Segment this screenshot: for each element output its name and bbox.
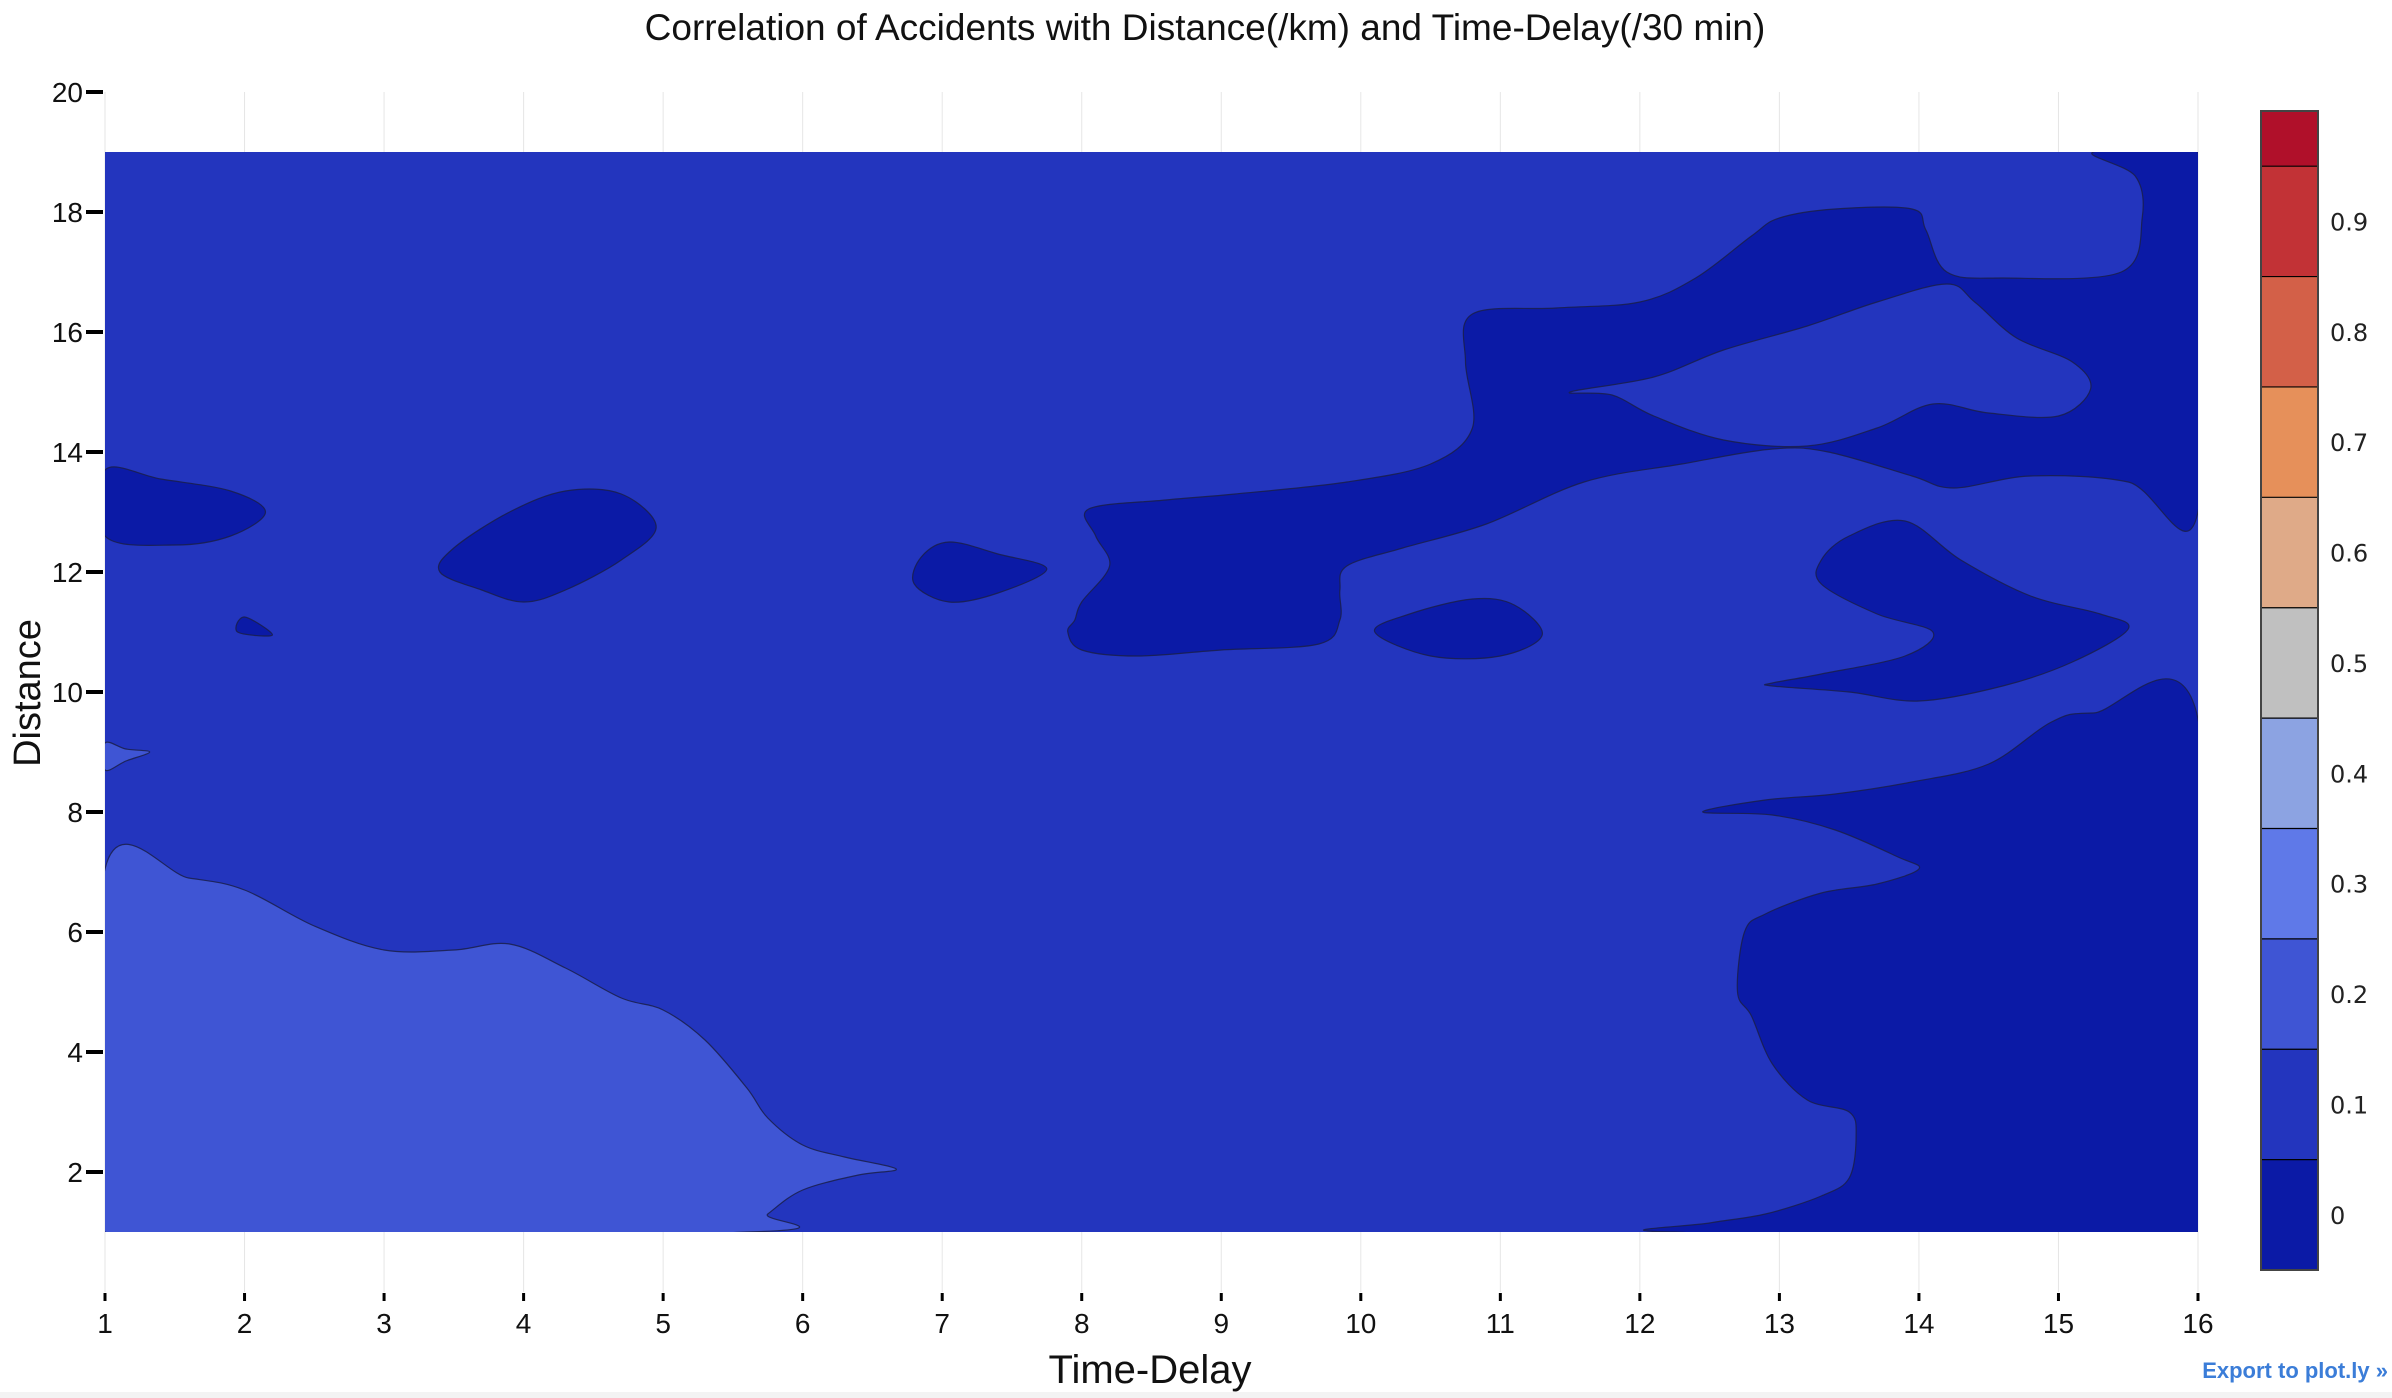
- x-tick-label: 12: [1624, 1308, 1655, 1339]
- colorbar-tick-label: 0.8: [2330, 319, 2368, 347]
- chart-title: Correlation of Accidents with Distance(/…: [645, 7, 1766, 48]
- colorbar-band: [2261, 497, 2318, 608]
- colorbar-band: [2261, 386, 2318, 498]
- colorbar-tick-label: 0.4: [2330, 760, 2368, 788]
- y-tick-label: 8: [67, 797, 83, 828]
- colorbar-band: [2261, 828, 2318, 939]
- x-tick-label: 4: [516, 1308, 532, 1339]
- colorbar-frame: [2260, 110, 2319, 1271]
- x-tick-label: 13: [1764, 1308, 1795, 1339]
- colorbar-band: [2261, 607, 2318, 719]
- colorbar-band: [2261, 111, 2318, 167]
- colorbar-band: [2261, 166, 2318, 277]
- y-tick-label: 18: [52, 197, 83, 228]
- x-tick-label: 8: [1074, 1308, 1090, 1339]
- x-tick-label: 14: [1903, 1308, 1934, 1339]
- x-tick-label: 1: [97, 1308, 113, 1339]
- x-tick-label: 16: [2182, 1308, 2213, 1339]
- contour-dark-dot-time2: [235, 616, 274, 637]
- y-tick-label: 14: [52, 437, 83, 468]
- x-tick-label: 10: [1345, 1308, 1376, 1339]
- x-axis: 1 2 3 4 5 6 7 8 9 10 11 12 13 14 15 16: [97, 1293, 2214, 1339]
- colorbar-tick-label: 0.3: [2330, 871, 2368, 899]
- y-axis-label: Distance: [7, 619, 49, 767]
- y-tick-label: 4: [67, 1037, 83, 1068]
- y-tick-label: 2: [67, 1157, 83, 1188]
- y-tick-label: 16: [52, 317, 83, 348]
- colorbar-tick-label: 0.2: [2330, 981, 2368, 1009]
- y-tick-label: 20: [52, 77, 83, 108]
- colorbar: 0 0.1 0.2 0.3 0.4 0.5 0.6 0.7 0.8 0.9: [2260, 110, 2368, 1271]
- contour-dark-island-time4: [437, 488, 657, 603]
- bottom-edge-strip: [0, 1392, 2392, 1398]
- colorbar-tick-label: 0.6: [2330, 540, 2368, 568]
- x-tick-label: 9: [1213, 1308, 1229, 1339]
- contour-light-sliver-left-edge: [105, 741, 151, 772]
- colorbar-band: [2261, 718, 2318, 829]
- contour-light-region-bottom-left: [105, 843, 897, 1232]
- x-tick-label: 5: [655, 1308, 671, 1339]
- export-to-plotly-link[interactable]: Export to plot.ly »: [2202, 1358, 2388, 1383]
- contour-dark-island-time7: [911, 541, 1048, 603]
- colorbar-tick-label: 0: [2330, 1202, 2345, 1230]
- y-axis: 2 4 6 8 10 12 14 16 18 20: [52, 77, 103, 1188]
- contour-dark-island-time10-11: [1374, 597, 1543, 660]
- colorbar-tick-label: 0.5: [2330, 650, 2368, 678]
- y-tick-label: 6: [67, 917, 83, 948]
- colorbar-tick-label: 0.1: [2330, 1091, 2368, 1119]
- x-axis-label: Time-Delay: [1049, 1348, 1252, 1392]
- x-tick-label: 2: [237, 1308, 253, 1339]
- y-tick-label: 10: [52, 677, 83, 708]
- contour-regions: [105, 152, 2198, 1232]
- colorbar-band: [2261, 938, 2318, 1050]
- contour-dark-island-left-edge: [105, 466, 267, 547]
- contour-dark-region-bottom-right: [1642, 678, 2198, 1232]
- colorbar-tick-label: 0.7: [2330, 429, 2368, 457]
- colorbar-band: [2261, 1159, 2318, 1270]
- x-tick-label: 7: [934, 1308, 950, 1339]
- colorbar-band: [2261, 276, 2318, 387]
- x-tick-label: 6: [795, 1308, 811, 1339]
- colorbar-tick-label: 0.9: [2330, 208, 2368, 236]
- contour-dark-patch-right-middle: [1763, 519, 2130, 702]
- x-tick-label: 3: [376, 1308, 392, 1339]
- contour-light-island-upper-right: [1568, 283, 2092, 448]
- colorbar-band: [2261, 1049, 2318, 1160]
- x-tick-label: 15: [2043, 1308, 2074, 1339]
- plot-area: [105, 152, 2198, 1232]
- x-tick-label: 11: [1486, 1308, 1515, 1339]
- y-tick-label: 12: [52, 557, 83, 588]
